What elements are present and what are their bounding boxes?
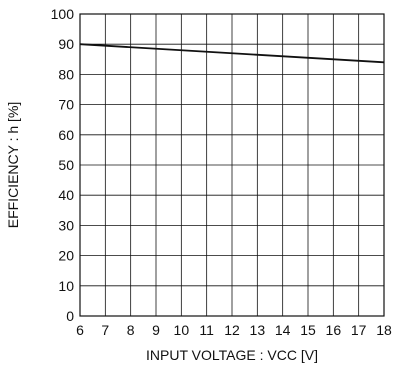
x-tick-label: 6: [76, 322, 84, 338]
series-group: [79, 43, 385, 64]
x-tick-label: 13: [250, 322, 266, 338]
x-tick-label: 18: [376, 322, 392, 338]
y-tick-label: 10: [58, 278, 74, 294]
x-tick-label: 16: [326, 322, 342, 338]
x-tick-label: 14: [275, 322, 291, 338]
y-tick-label: 40: [58, 187, 74, 203]
x-tick-label: 9: [152, 322, 160, 338]
y-tick-labels: 0 10 20 30 40 50 60 70 80 90 100: [51, 6, 75, 324]
x-tick-label: 15: [300, 322, 316, 338]
efficiency-line: [79, 43, 385, 64]
plot-frame: [79, 13, 385, 317]
x-tick-label: 17: [351, 322, 367, 338]
y-tick-label: 50: [58, 157, 74, 173]
x-tick-label: 11: [199, 322, 214, 338]
x-tick-label: 8: [127, 322, 135, 338]
y-tick-label: 90: [58, 36, 74, 52]
y-tick-label: 70: [58, 97, 74, 113]
y-tick-label: 30: [58, 217, 74, 233]
y-tick-label: 20: [58, 248, 74, 264]
x-tick-labels: 6 7 8 9 10 11 12 13 14 15 16 17 18: [76, 322, 392, 338]
y-tick-label: 60: [58, 127, 74, 143]
y-axis-label: EFFICIENCY : h [%]: [5, 102, 21, 229]
y-tick-label: 100: [51, 6, 75, 22]
y-tick-label: 0: [66, 308, 74, 324]
x-tick-label: 12: [224, 322, 240, 338]
x-axis-label: INPUT VOLTAGE : VCC [V]: [146, 347, 318, 363]
x-tick-label: 10: [174, 322, 190, 338]
y-tick-label: 80: [58, 66, 74, 82]
x-tick-label: 7: [101, 322, 109, 338]
